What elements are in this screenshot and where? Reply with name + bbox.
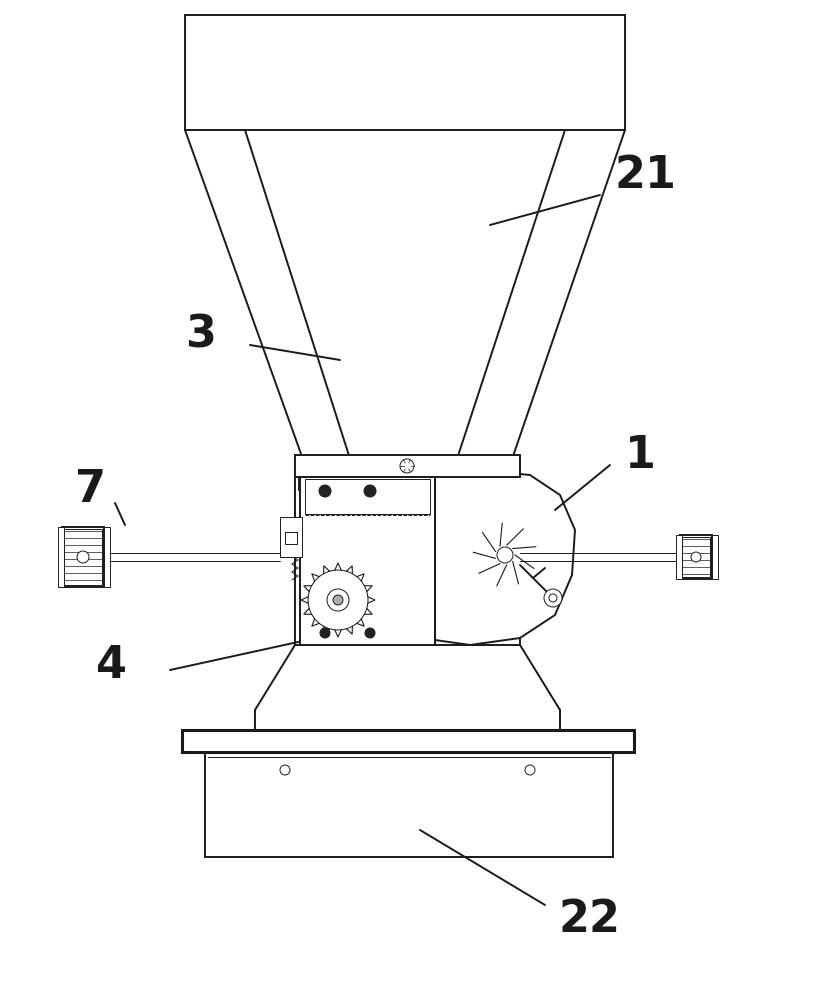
Circle shape [333, 595, 343, 605]
Circle shape [691, 552, 701, 562]
Text: 3: 3 [185, 314, 216, 357]
Bar [64, 529, 102, 585]
Circle shape [320, 628, 330, 638]
Bar [205, 752, 613, 857]
Bar [676, 535, 682, 579]
Circle shape [319, 485, 331, 497]
Circle shape [364, 485, 376, 497]
Bar [104, 527, 110, 587]
Bar [682, 537, 710, 577]
Bar [285, 532, 297, 544]
Bar [58, 527, 64, 587]
Bar [295, 455, 520, 477]
Circle shape [400, 459, 414, 473]
Text: 1: 1 [625, 434, 656, 477]
Bar [62, 527, 104, 587]
Circle shape [525, 765, 535, 775]
Bar [185, 15, 625, 130]
Circle shape [365, 628, 375, 638]
Circle shape [280, 765, 290, 775]
Text: 7: 7 [75, 468, 106, 512]
Text: 22: 22 [558, 898, 620, 942]
Bar [300, 477, 435, 645]
Text: 21: 21 [615, 153, 677, 196]
Bar [305, 479, 430, 514]
Circle shape [77, 551, 89, 563]
Circle shape [549, 594, 557, 602]
Polygon shape [435, 470, 575, 645]
Bar [680, 535, 712, 579]
Bar [712, 535, 718, 579]
Text: 4: 4 [97, 644, 128, 686]
Bar [280, 517, 302, 557]
Circle shape [308, 570, 368, 630]
Circle shape [544, 589, 562, 607]
Bar [182, 730, 634, 752]
Circle shape [497, 547, 513, 563]
Circle shape [327, 589, 349, 611]
